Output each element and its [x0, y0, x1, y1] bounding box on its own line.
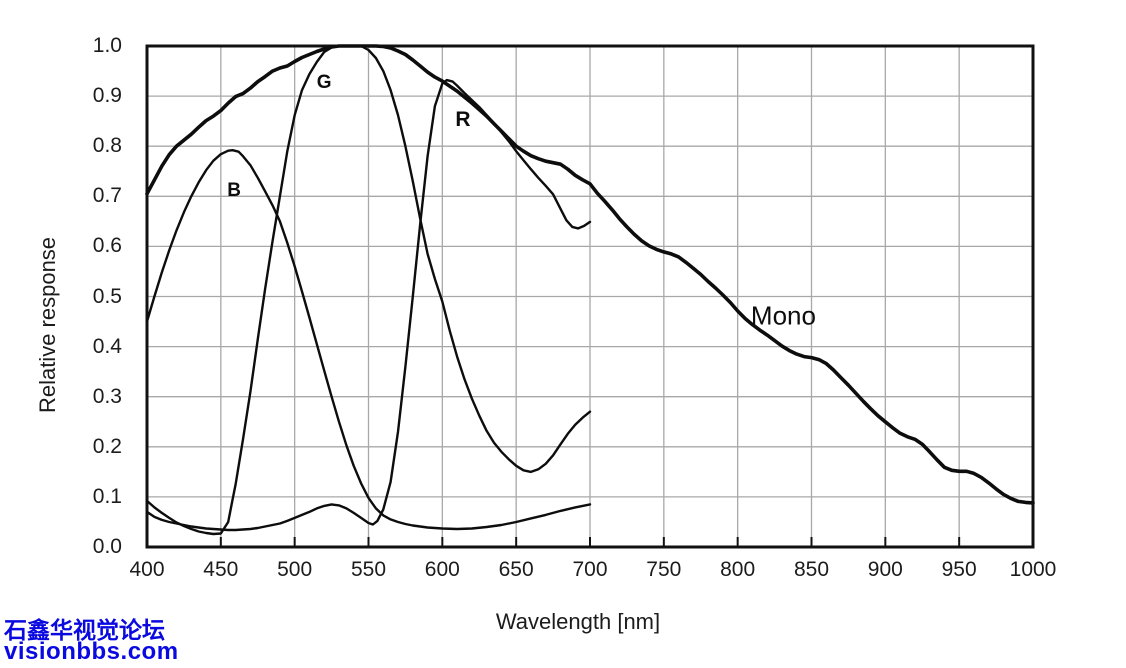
y-tick-label: 1.0 — [92, 34, 122, 57]
y-tick-label: 0.0 — [92, 535, 122, 558]
x-axis-title: Wavelength [nm] — [495, 609, 661, 634]
x-tick-label: 700 — [572, 558, 608, 581]
y-tick-label: 0.8 — [92, 134, 122, 158]
y-axis-title: Relative response — [35, 236, 60, 414]
x-tick-label: 450 — [203, 558, 239, 581]
watermark-site-url: visionbbs.com — [4, 638, 179, 665]
curve-label-mono: Mono — [750, 300, 816, 331]
y-tick-label: 0.7 — [92, 184, 122, 208]
x-tick-label: 550 — [350, 558, 387, 581]
y-tick-label: 0.3 — [92, 384, 122, 408]
x-tick-label: 900 — [867, 558, 903, 581]
y-tick-label: 0.6 — [92, 234, 122, 258]
curve-label-b: B — [227, 180, 241, 202]
curve-g — [145, 44, 592, 536]
curve-label-g: G — [316, 71, 332, 93]
plot-border — [145, 44, 1035, 549]
x-tick-label: 950 — [941, 558, 977, 581]
curve-r — [145, 78, 592, 532]
x-tick-label: 600 — [424, 558, 460, 581]
y-tick-label: 0.1 — [92, 484, 122, 508]
y-tick-label: 0.2 — [92, 434, 122, 458]
x-tick-label: 750 — [646, 558, 682, 581]
curve-mono — [145, 44, 1035, 505]
y-tick-label: 0.9 — [92, 84, 122, 108]
x-tick-label: 1000 — [1009, 558, 1057, 581]
y-tick-label: 0.5 — [92, 284, 122, 308]
y-tick-label: 0.4 — [92, 334, 122, 358]
x-tick-label: 400 — [129, 558, 165, 581]
curve-b — [145, 149, 592, 531]
x-tick-label: 650 — [498, 558, 534, 581]
watermark-site-name: 石鑫华视觉论坛 — [4, 617, 165, 643]
curve-label-r: R — [455, 108, 471, 132]
x-tick-label: 800 — [720, 558, 756, 581]
x-tick-label: 500 — [277, 558, 313, 581]
x-tick-label: 850 — [793, 558, 830, 581]
